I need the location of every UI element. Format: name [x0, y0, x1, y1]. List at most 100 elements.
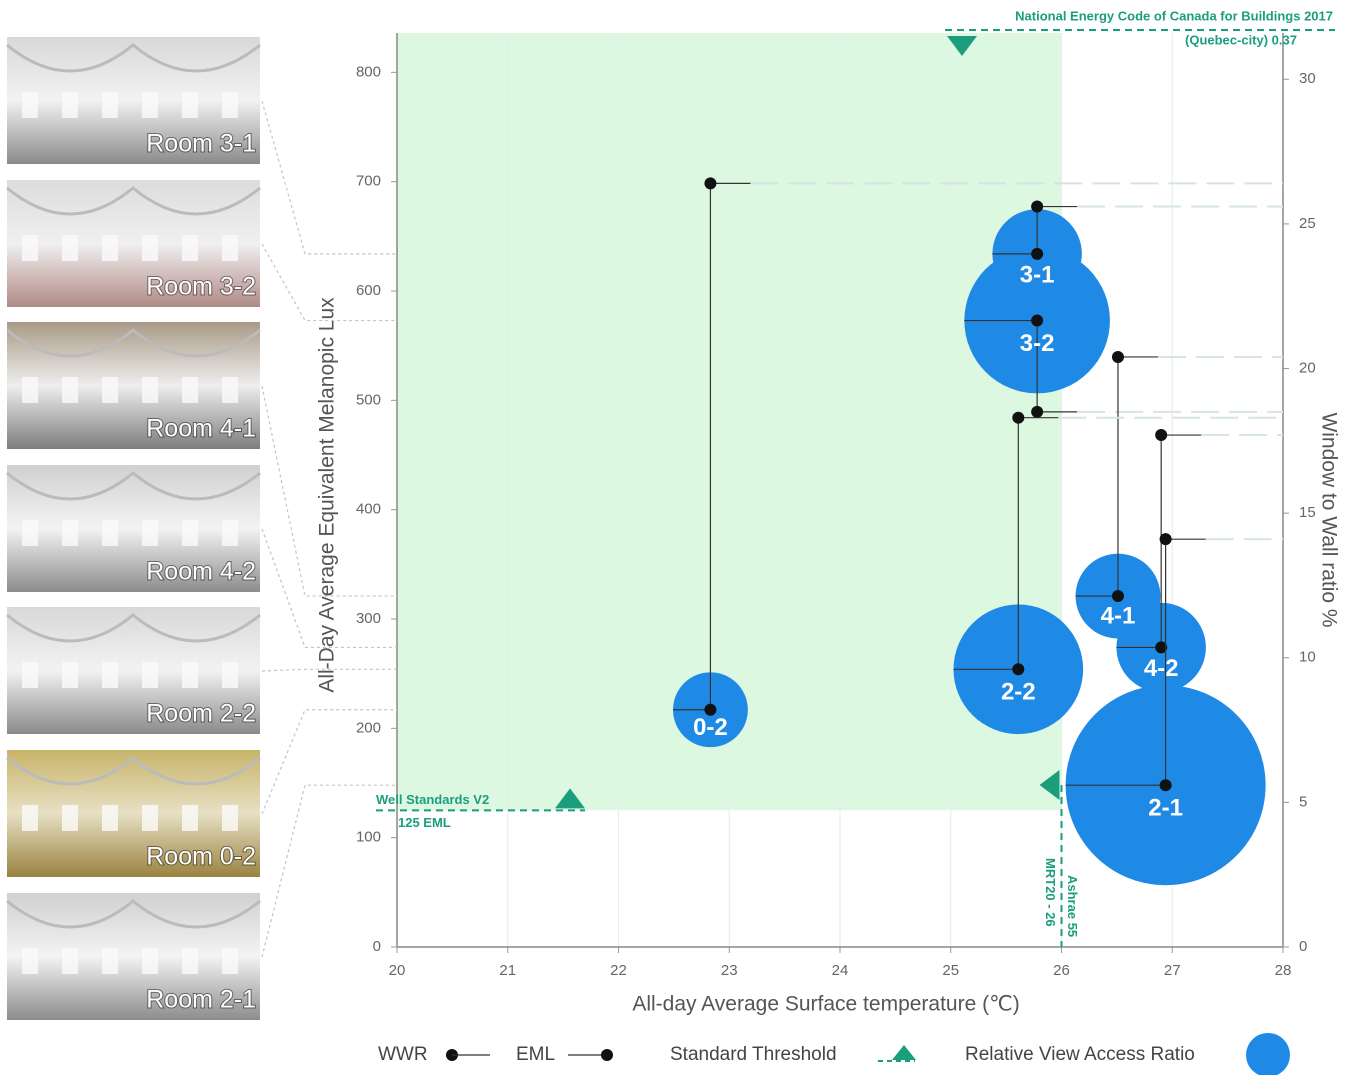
room-label: Room 4-1: [146, 415, 256, 443]
thumbnail-window: [222, 805, 238, 831]
thumbnail-window: [182, 805, 198, 831]
threshold-label: 125 EML: [398, 815, 451, 830]
y2-tick-label: 0: [1299, 938, 1307, 955]
thumbnail-window: [62, 520, 78, 546]
room-thumbnail: Room 3-1: [7, 37, 260, 164]
room-label: Room 0-2: [146, 843, 256, 871]
room-label: Room 3-2: [146, 273, 256, 301]
wwr-point: [1160, 533, 1172, 545]
bubble-label: 3-1: [1020, 262, 1055, 289]
y-tick-label: 500: [356, 391, 381, 408]
thumbnail-window: [62, 805, 78, 831]
legend-label: Standard Threshold: [670, 1044, 837, 1065]
thumbnail-window: [142, 805, 158, 831]
thumbnail-window: [62, 92, 78, 118]
wwr-point: [704, 177, 716, 189]
room-label: Room 3-1: [146, 130, 256, 158]
thumbnail-window: [102, 235, 118, 261]
thumbnail-window: [222, 377, 238, 403]
thumbnail-window: [142, 662, 158, 688]
y-axis-title: All-Day Average Equivalent Melanopic Lux: [316, 297, 339, 693]
thumbnail-window: [142, 92, 158, 118]
thumbnail-window: [22, 948, 38, 974]
room-thumbnail: Room 3-2: [7, 180, 260, 307]
x-tick-label: 28: [1275, 962, 1292, 979]
bubble-label: 2-1: [1148, 795, 1183, 822]
x-axis-title: All-day Average Surface temperature (℃): [632, 993, 1019, 1016]
x-tick-label: 22: [610, 962, 627, 979]
wwr-point: [1155, 429, 1167, 441]
thumbnail-window: [22, 805, 38, 831]
room-thumbnail: Room 4-2: [7, 465, 260, 592]
wwr-point: [1112, 351, 1124, 363]
eml-point: [1112, 590, 1124, 602]
thumbnail-window: [142, 948, 158, 974]
thumbnail-window: [102, 805, 118, 831]
thumbnail-window: [182, 662, 198, 688]
y2-tick-label: 25: [1299, 215, 1316, 232]
thumbnail-window: [142, 235, 158, 261]
thumbnail-window: [142, 377, 158, 403]
thumbnail-window: [62, 662, 78, 688]
y-tick-label: 100: [356, 829, 381, 846]
thumbnail-window: [22, 92, 38, 118]
thumbnail-window: [182, 948, 198, 974]
threshold-name: Ashrae 55: [1065, 875, 1080, 937]
thumbnail-window: [222, 520, 238, 546]
room-label: Room 2-1: [146, 986, 256, 1014]
thumbnail-window: [102, 662, 118, 688]
y-tick-label: 800: [356, 63, 381, 80]
thumbnail-window: [102, 377, 118, 403]
x-tick-label: 21: [499, 962, 516, 979]
bubble-label: 4-2: [1144, 655, 1179, 682]
room-thumbnail: Room 0-2: [7, 750, 260, 877]
y-tick-label: 0: [373, 938, 381, 955]
thumbnail-window: [182, 520, 198, 546]
bubble-label: 2-2: [1001, 679, 1036, 706]
threshold-label: MRT20 - 26: [1043, 858, 1058, 927]
thumbnail-window: [102, 92, 118, 118]
y-tick-label: 200: [356, 719, 381, 736]
legend-label: Relative View Access Ratio: [965, 1044, 1195, 1065]
eml-point: [1012, 663, 1024, 675]
x-tick-label: 24: [832, 962, 849, 979]
wwr-point: [1012, 412, 1024, 424]
legend-swatch: [892, 1045, 916, 1060]
y2-tick-label: 15: [1299, 504, 1316, 521]
legend-label: WWR: [378, 1044, 428, 1065]
x-tick-label: 25: [942, 962, 959, 979]
eml-point: [1160, 779, 1172, 791]
room-thumbnail: Room 4-1: [7, 322, 260, 449]
thumbnail-window: [62, 948, 78, 974]
eml-point: [1031, 315, 1043, 327]
y2-axis-title: Window to Wall ratio %: [1317, 412, 1340, 627]
room-label: Room 2-2: [146, 700, 256, 728]
bubble-label: 4-1: [1101, 603, 1136, 630]
y-tick-label: 400: [356, 501, 381, 518]
y2-tick-label: 5: [1299, 793, 1307, 810]
thumbnail-window: [222, 948, 238, 974]
wwr-point: [1031, 406, 1043, 418]
y2-tick-label: 10: [1299, 649, 1316, 666]
x-tick-label: 20: [389, 962, 406, 979]
thumbnail-window: [102, 520, 118, 546]
chart: All-day Average Surface temperature (℃) …: [0, 0, 1360, 1075]
threshold-name: Well Standards V2: [376, 792, 489, 807]
wwr-point: [1031, 201, 1043, 213]
thumbnail-window: [182, 235, 198, 261]
y-tick-label: 300: [356, 610, 381, 627]
y-tick-label: 600: [356, 282, 381, 299]
threshold-name: National Energy Code of Canada for Build…: [1015, 8, 1333, 23]
thumbnail-window: [142, 520, 158, 546]
thumbnail-window: [22, 662, 38, 688]
bubble-label: 0-2: [693, 714, 728, 741]
legend-swatch: [601, 1049, 613, 1061]
room-label: Room 4-2: [146, 558, 256, 586]
eml-point: [1031, 248, 1043, 260]
thumbnail-window: [62, 235, 78, 261]
thumbnail-window: [22, 377, 38, 403]
thumbnail-window: [62, 377, 78, 403]
bubble-label: 3-2: [1020, 330, 1055, 357]
thumbnail-window: [22, 235, 38, 261]
y2-tick-label: 20: [1299, 359, 1316, 376]
